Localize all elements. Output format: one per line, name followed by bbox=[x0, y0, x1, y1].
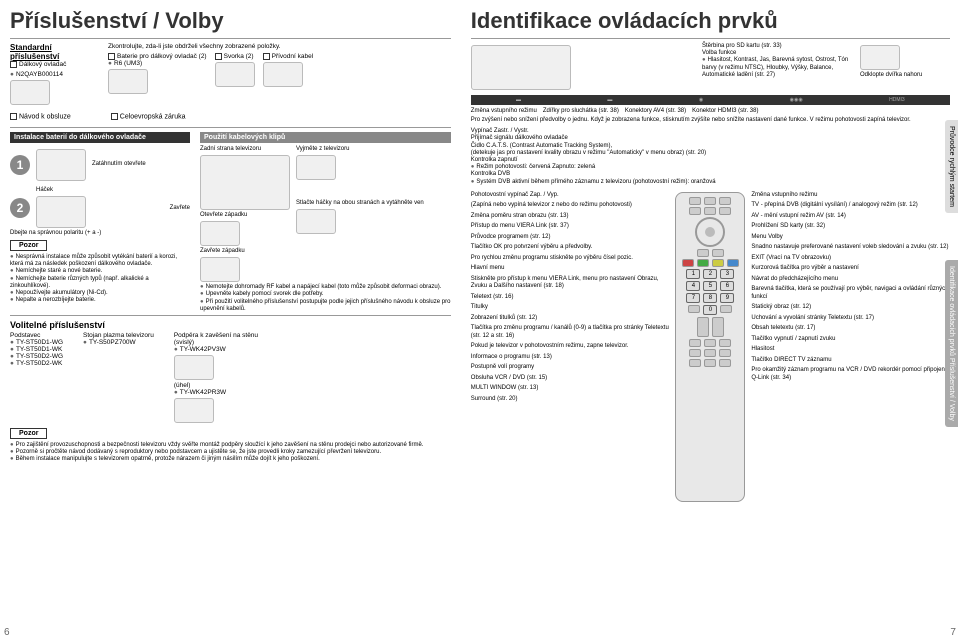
warranty-label: Celoevropská záruka bbox=[120, 114, 186, 121]
step1-illustration bbox=[36, 149, 86, 181]
side-tab-section: Identifikace ovládacích prvků Příslušens… bbox=[945, 260, 958, 427]
page-title-right: Identifikace ovládacích prvků bbox=[471, 8, 950, 34]
tv-front-callouts: Vypínač Zastr. / Vystr. Přijímač signálu… bbox=[471, 128, 950, 186]
bracket-col: Podpěra k zavěšení na stěnu (svislý) ●TY… bbox=[174, 332, 258, 425]
open-door: Odklopte dvířka nahoru bbox=[860, 72, 950, 79]
open-latch-illustration bbox=[200, 221, 240, 246]
bottom-warnings: ●Pro zajištění provozuschopnosti a bezpe… bbox=[10, 442, 451, 464]
open-cover: Otevřete západku bbox=[200, 212, 290, 219]
install-batteries-title: Instalace baterií do dálkového ovladače bbox=[10, 132, 190, 143]
polarity-note: Dbejte na správnou polaritu (+ a -) bbox=[10, 230, 190, 237]
tv-back-illustration bbox=[200, 155, 290, 210]
bracket-a-illustration bbox=[174, 398, 214, 423]
manual-label: Návod k obsluze bbox=[19, 114, 71, 121]
check-text: Zkontrolujte, zda-li jste obdrželi všech… bbox=[108, 43, 451, 50]
warnings-list: ●Nesprávná instalace může způsobit vyték… bbox=[10, 254, 190, 304]
page-number-left: 6 bbox=[4, 627, 10, 638]
boost-line: Pro zvýšení nebo snížení předvolby o jed… bbox=[471, 117, 950, 124]
stand-col: Stojan plazma televizoru ●TY-S50PZ700W bbox=[83, 332, 154, 425]
remote-right-callouts: Změna vstupního režimu TV - přepíná DVB … bbox=[751, 192, 950, 502]
bracket-v-illustration bbox=[174, 355, 214, 380]
func-block: Štěrbina pro SD kartu (str. 33) Volba fu… bbox=[702, 43, 852, 92]
batt-model: R6 (UM3) bbox=[114, 60, 142, 67]
step-1-badge: 1 bbox=[10, 155, 30, 175]
cable-label: Přívodní kabel bbox=[272, 53, 314, 60]
door-illustration bbox=[860, 45, 900, 70]
side-tab-guide: Průvodce rychlým startem bbox=[945, 120, 958, 213]
tv-top-illustration bbox=[471, 45, 571, 90]
remove-label: Vyjměte z televizoru bbox=[296, 146, 424, 153]
remove-illustration bbox=[296, 155, 336, 180]
remote-illustration: 123 456 789 0 bbox=[675, 192, 745, 502]
page-title-left: Příslušenství / Volby bbox=[10, 8, 451, 34]
port-strip: ▬▬◉◉◉◉HDMI3 bbox=[471, 95, 950, 105]
checkbox-icon bbox=[10, 61, 17, 68]
remote-left-callouts: Pohotovostní vypínač Zap. / Vyp. (Zapíná… bbox=[471, 192, 670, 502]
remote-illustration bbox=[10, 80, 50, 105]
top-labels: Změna vstupního režimu Zdířky pro sluchá… bbox=[471, 108, 950, 114]
close-latch-illustration bbox=[200, 257, 240, 282]
step-2-badge: 2 bbox=[10, 198, 30, 218]
std-acc-heading: Standardní příslušenství bbox=[10, 43, 100, 61]
battery-illustration bbox=[108, 69, 148, 94]
remote-model: N2QAYB000114 bbox=[16, 71, 63, 78]
hook-label: Háček bbox=[36, 187, 164, 194]
cable-clips-title: Použití kabelových klipů bbox=[200, 132, 451, 143]
press-hooks: Stlačte háčky na obou stranách a vytáhně… bbox=[296, 200, 424, 207]
step1-label: Zatáhnutím otevřete bbox=[92, 161, 146, 168]
remote-label: Dálkový ovladač bbox=[19, 61, 66, 68]
close-label: Zavřete bbox=[170, 205, 190, 212]
clamp-illustration bbox=[215, 62, 255, 87]
page-number-right: 7 bbox=[950, 627, 956, 638]
step2-illustration bbox=[36, 196, 86, 228]
batt-label: Baterie pro dálkový ovladač (2) bbox=[117, 53, 207, 60]
clamp-label: Svorka (2) bbox=[224, 53, 254, 60]
cable-illustration bbox=[263, 62, 303, 87]
pedestal-col: Podstavec ●TY-ST50D1-WG ●TY-ST50D1-WK ●T… bbox=[10, 332, 63, 425]
optional-acc-title: Volitelné příslušenství bbox=[10, 320, 451, 330]
back-label: Zadní strana televizoru bbox=[200, 146, 290, 153]
clip-notes: ●Nemotejte dohromady RF kabel a napájecí… bbox=[200, 284, 451, 313]
hooks-illustration bbox=[296, 209, 336, 234]
standard-accessories: Standardní příslušenství Dálkový ovladač… bbox=[10, 43, 451, 107]
close-cover: Zavřete západku bbox=[200, 248, 290, 255]
caution-box: Pozor bbox=[10, 240, 47, 251]
bottom-caution: Pozor bbox=[10, 428, 47, 439]
